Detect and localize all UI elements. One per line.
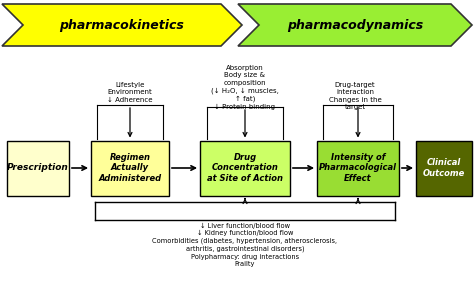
FancyBboxPatch shape: [7, 140, 69, 196]
FancyBboxPatch shape: [416, 140, 472, 196]
Polygon shape: [2, 4, 242, 46]
Polygon shape: [238, 4, 472, 46]
FancyBboxPatch shape: [200, 140, 290, 196]
Text: Intensity of
Pharmacological
Effect: Intensity of Pharmacological Effect: [319, 153, 397, 183]
Text: Drug-target
interaction
Changes in the
target: Drug-target interaction Changes in the t…: [328, 82, 382, 110]
Text: Absorption
Body size &
composition
(↓ H₂O, ↓ muscles,
↑ fat)
↓ Protein binding: Absorption Body size & composition (↓ H₂…: [211, 65, 279, 110]
Text: Drug
Concentration
at Site of Action: Drug Concentration at Site of Action: [207, 153, 283, 183]
Text: ↓ Liver function/blood flow
↓ Kidney function/blood flow
Comorbidities (diabetes: ↓ Liver function/blood flow ↓ Kidney fun…: [153, 222, 337, 267]
Text: Lifestyle
Environment
↓ Adherence: Lifestyle Environment ↓ Adherence: [107, 82, 153, 103]
Text: pharmacokinetics: pharmacokinetics: [60, 18, 184, 32]
Text: Regimen
Actually
Administered: Regimen Actually Administered: [99, 153, 162, 183]
Text: pharmacodynamics: pharmacodynamics: [287, 18, 423, 32]
Text: Clinical
Outcome: Clinical Outcome: [423, 158, 465, 178]
Text: Prescription: Prescription: [7, 163, 69, 173]
FancyBboxPatch shape: [317, 140, 399, 196]
FancyBboxPatch shape: [91, 140, 169, 196]
